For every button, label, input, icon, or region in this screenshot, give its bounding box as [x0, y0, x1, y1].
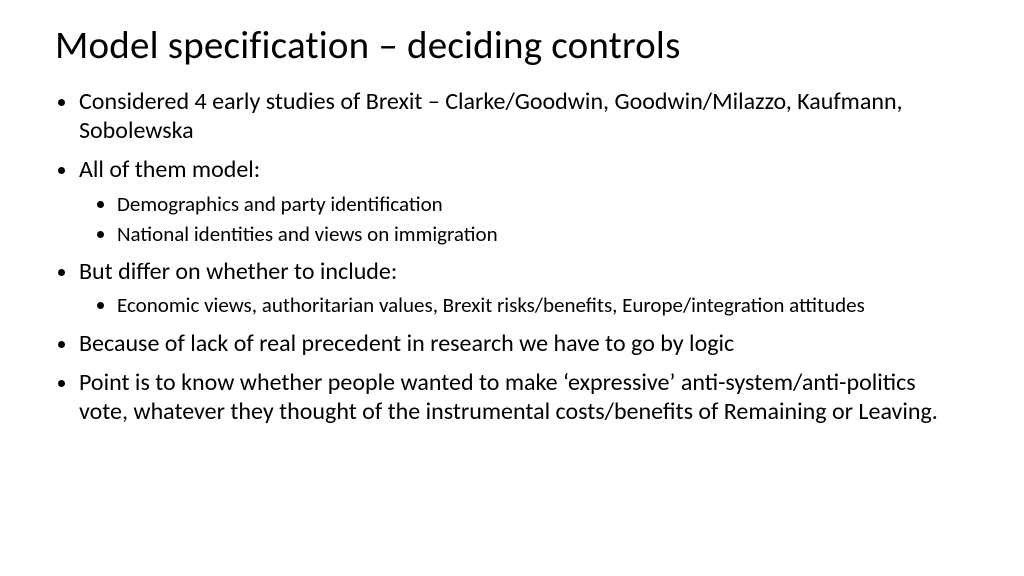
- sub-bullet-list: Demographics and party identification Na…: [79, 191, 969, 248]
- bullet-text: Because of lack of real precedent in res…: [79, 329, 734, 358]
- bullet-text: Point is to know whether people wanted t…: [79, 368, 938, 426]
- sub-bullet-text: National identities and views on immigra…: [117, 221, 498, 247]
- bullet-list: Considered 4 early studies of Brexit – C…: [55, 87, 969, 427]
- bullet-text: Considered 4 early studies of Brexit – C…: [79, 87, 903, 145]
- list-item: But differ on whether to include: Econom…: [79, 257, 969, 319]
- list-item: All of them model: Demographics and part…: [79, 155, 969, 247]
- bullet-text: All of them model:: [79, 155, 260, 184]
- list-item: Considered 4 early studies of Brexit – C…: [79, 87, 969, 146]
- list-item: Economic views, authoritarian values, Br…: [117, 292, 969, 318]
- slide-title: Model specification – deciding controls: [55, 24, 969, 69]
- bullet-text: But differ on whether to include:: [79, 257, 397, 286]
- list-item: Point is to know whether people wanted t…: [79, 368, 969, 427]
- sub-bullet-text: Economic views, authoritarian values, Br…: [117, 292, 865, 318]
- sub-bullet-list: Economic views, authoritarian values, Br…: [79, 292, 969, 318]
- sub-bullet-text: Demographics and party identification: [117, 191, 443, 217]
- list-item: Demographics and party identification: [117, 191, 969, 217]
- list-item: National identities and views on immigra…: [117, 221, 969, 247]
- slide-container: Model specification – deciding controls …: [0, 0, 1024, 576]
- list-item: Because of lack of real precedent in res…: [79, 329, 969, 358]
